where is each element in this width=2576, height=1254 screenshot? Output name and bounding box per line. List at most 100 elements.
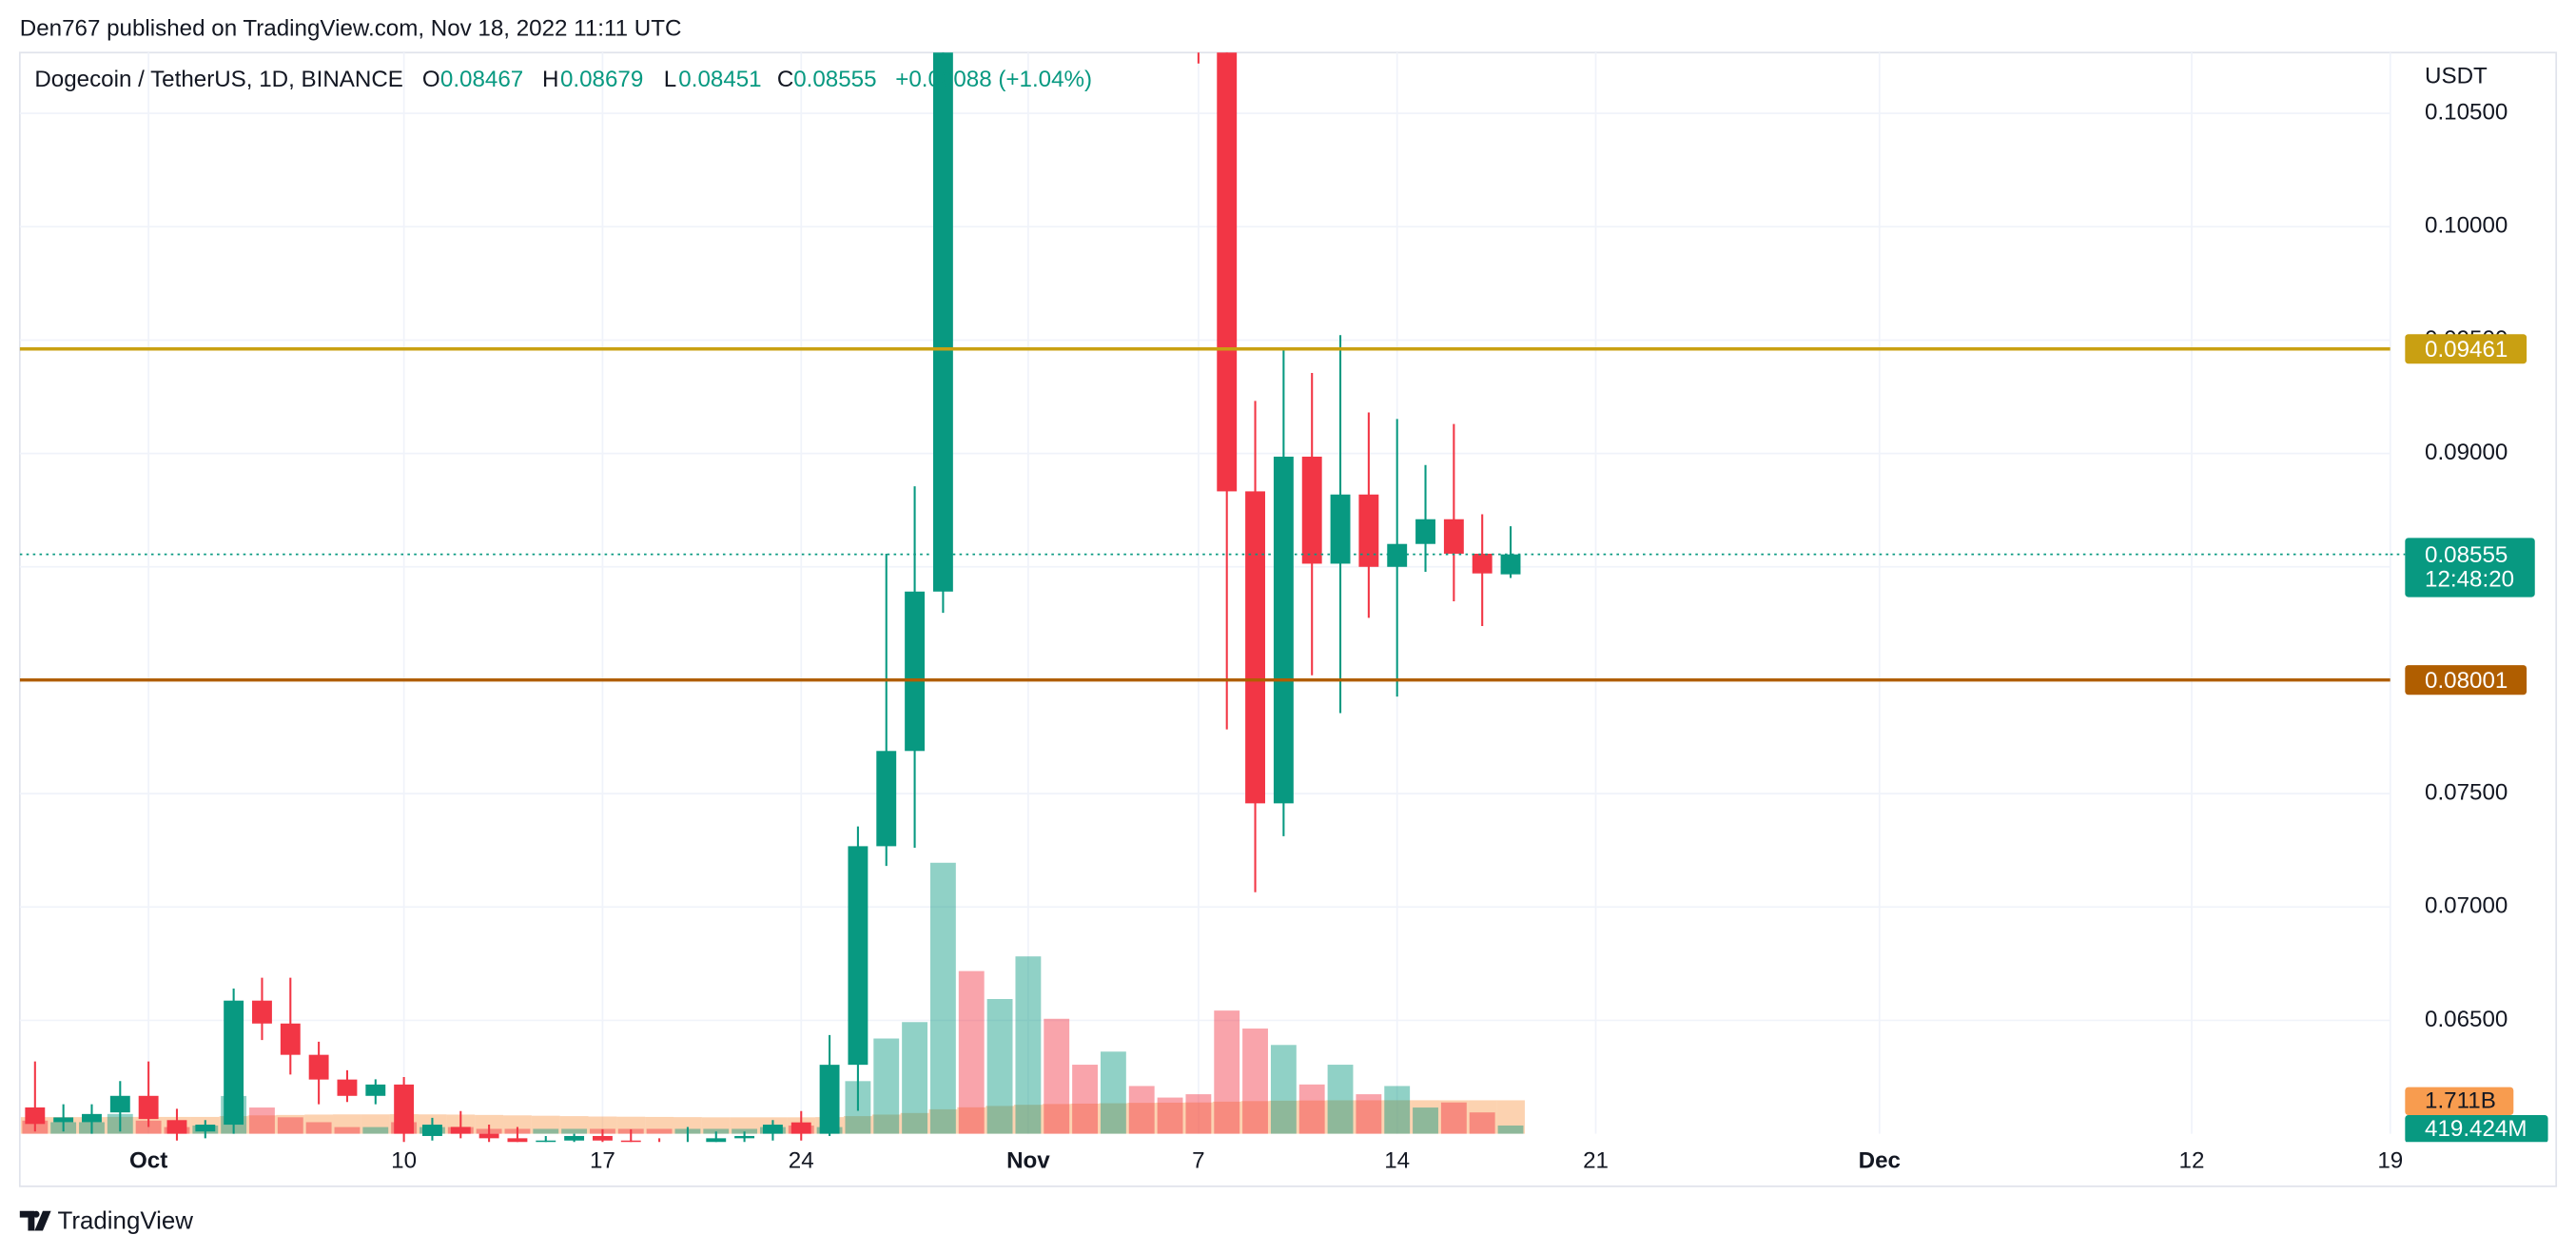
candle-body [1358,494,1379,567]
volume-ma-column [1382,1100,1412,1134]
volume-ma-column [1070,1103,1100,1134]
legend-high-label: H [542,67,558,92]
volume-ma-column [1468,1100,1497,1134]
candle-body [337,1079,358,1096]
volume-ma-column [900,1112,929,1134]
volume-bar [873,1038,900,1134]
volume-bar [1270,1045,1297,1134]
y-tick-label: 0.07000 [2425,893,2508,919]
volume-ma-column [1013,1105,1043,1134]
volume-bar [1497,1125,1524,1134]
candle-body [195,1125,216,1132]
candle-body [819,1065,840,1134]
volume-ma-column [1326,1100,1355,1134]
volume-ma-column [1354,1100,1383,1134]
volume-bar [1015,956,1042,1134]
volume-ma-column [957,1107,986,1134]
candle-body [478,1133,499,1139]
volume-bar [1384,1086,1411,1134]
symbol-title: Dogecoin / TetherUS, 1D, BINANCE [34,67,403,92]
x-tick-label: 17 [590,1147,615,1173]
volume-label-box [2405,1114,2548,1143]
x-tick-label: 10 [391,1147,417,1173]
volume-ma-column [928,1108,958,1134]
volume-ma-column [503,1115,532,1134]
volume-bar [334,1127,361,1134]
volume-ma-column [871,1114,901,1134]
volume-bar [1298,1084,1325,1134]
candle-body [109,1095,130,1113]
candle-body [308,1054,329,1080]
volume-ma-column [1042,1104,1071,1134]
volume-bar [1469,1112,1495,1134]
x-tick-label: Nov [1006,1147,1050,1173]
candle-body [422,1125,442,1136]
y-tick-label: 0.07500 [2425,779,2508,805]
candle-body [166,1120,187,1134]
brand-logo [19,1210,51,1231]
volume-bar [1356,1094,1382,1134]
volume-bar [1128,1086,1155,1134]
candle-body [876,751,897,847]
volume-ma-column [1269,1100,1298,1134]
legend-close: 0.08555 [793,67,876,92]
volume-ma-column [361,1114,390,1134]
volume-bar [249,1107,275,1134]
legend-low-label: L [664,67,676,92]
candle-body [592,1135,613,1141]
volume-ma-column [304,1114,334,1134]
volume-ma-column [1411,1100,1440,1134]
volume-ma-column [475,1114,504,1134]
volume-ma-column [1156,1102,1184,1134]
candle-body [252,1000,272,1024]
volume-ma-column [843,1116,872,1134]
volume-ma-label: 1.711B [2425,1088,2496,1114]
candle-body [394,1084,415,1134]
legend-high: 0.08679 [560,67,643,92]
volume-bar [1413,1107,1438,1134]
volume-ma-column [1183,1102,1213,1134]
legend-change: +0.00088 (+1.04%) [895,67,1092,92]
candle-body [224,1000,244,1126]
candle-body [1273,456,1294,804]
candle-body [706,1138,727,1143]
candle-body [280,1023,301,1055]
candle-body [1330,494,1351,564]
candle-body [53,1117,74,1123]
volume-ma-column [730,1117,759,1134]
x-tick-label: 21 [1583,1147,1609,1173]
candle-body [564,1135,585,1141]
volume-bar [1242,1029,1268,1134]
candle-body [450,1127,471,1134]
y-tick-label: 0.09000 [2425,440,2508,465]
y-tick-label: 0.06500 [2425,1007,2508,1032]
x-tick-label: 24 [789,1147,814,1173]
volume-ma-column [588,1116,617,1134]
x-tick-label: Dec [1859,1147,1901,1173]
countdown-label: 12:48:20 [2425,567,2514,593]
price-pane [19,52,2391,1143]
volume-bar [646,1128,673,1134]
level-label: 0.08001 [2425,668,2508,694]
volume-bar [1327,1065,1354,1134]
candle-body [762,1125,783,1134]
x-tick-label: 12 [2179,1147,2205,1173]
volume-ma-column [559,1116,589,1134]
volume-ma-column [673,1117,702,1134]
candle-body [932,52,953,592]
y-tick-label: 0.10000 [2425,213,2508,239]
volume-bar [561,1128,588,1134]
volume-bar [958,970,985,1134]
volume-bar [902,1022,927,1134]
volume-ma-column [276,1114,305,1134]
candle-body [507,1138,528,1143]
volume-bar [1185,1094,1212,1134]
volume-bar [305,1122,332,1134]
volume-ma-column [986,1106,1014,1134]
candle-body [138,1095,159,1120]
candle-body [365,1084,386,1096]
candle-body [1245,491,1265,804]
volume-ma-column [701,1117,731,1134]
volume-ma-column [1439,1100,1469,1134]
volume-ma-column [616,1116,646,1134]
